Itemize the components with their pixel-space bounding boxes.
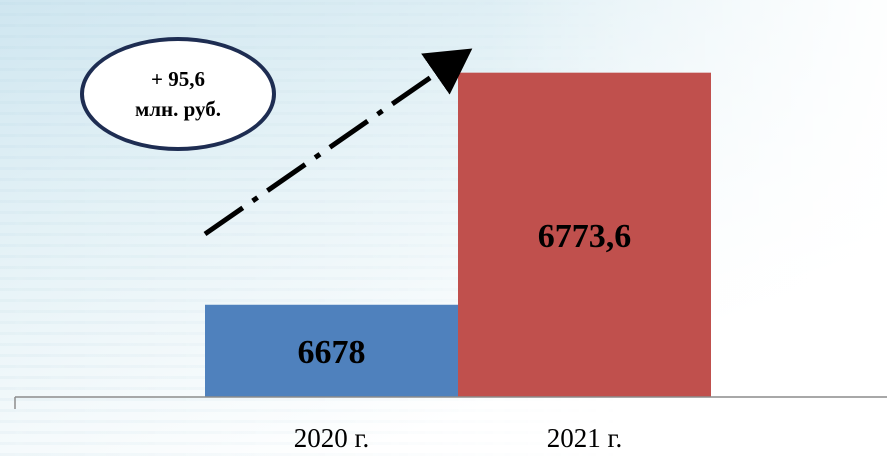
growth-arrow: [203, 48, 473, 237]
callout-line-2: млн. руб.: [134, 97, 222, 121]
growth-callout: + 95,6 млн. руб.: [80, 37, 276, 151]
bar-1: [205, 304, 458, 397]
data-label-2: 6773,6: [538, 218, 632, 255]
callout-line-1: + 95,6: [151, 67, 205, 91]
x-tick-label-1: 2020 г.: [294, 423, 370, 453]
bars-layer: [205, 72, 711, 397]
bar-2: [458, 72, 711, 397]
x-tick-label-2: 2021 г.: [547, 423, 623, 453]
data-label-1: 6678: [298, 334, 366, 371]
labels-layer: 6678 2020 г. 6773,6 2021 г.: [294, 218, 632, 453]
